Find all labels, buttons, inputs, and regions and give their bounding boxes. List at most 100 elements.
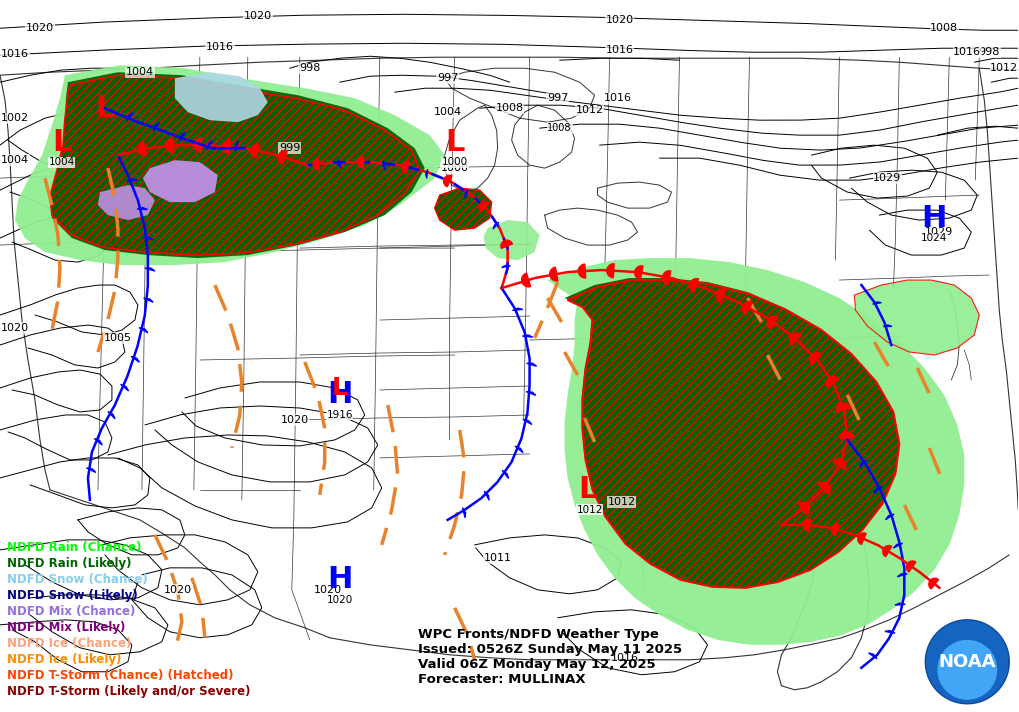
- Polygon shape: [126, 112, 133, 121]
- Polygon shape: [465, 189, 468, 198]
- Polygon shape: [15, 66, 444, 265]
- Polygon shape: [907, 561, 916, 572]
- Text: NOAA: NOAA: [938, 653, 996, 671]
- Polygon shape: [145, 268, 155, 271]
- Polygon shape: [837, 403, 850, 412]
- Text: 1016: 1016: [603, 93, 632, 103]
- Polygon shape: [742, 301, 753, 315]
- Text: 997: 997: [547, 93, 569, 103]
- Polygon shape: [502, 471, 508, 478]
- Polygon shape: [565, 278, 898, 586]
- Text: 1020: 1020: [244, 11, 272, 21]
- Polygon shape: [767, 316, 779, 328]
- Polygon shape: [810, 352, 822, 365]
- Polygon shape: [313, 158, 320, 170]
- Polygon shape: [515, 446, 523, 453]
- Polygon shape: [884, 631, 895, 633]
- Text: 998: 998: [978, 47, 1000, 57]
- Polygon shape: [716, 289, 727, 303]
- Text: H: H: [327, 565, 353, 595]
- Text: 1020: 1020: [280, 415, 309, 425]
- Text: NDFD Rain (Chance): NDFD Rain (Chance): [7, 541, 142, 555]
- Text: H: H: [327, 380, 353, 409]
- Polygon shape: [426, 169, 428, 178]
- Text: 1008: 1008: [930, 23, 959, 33]
- Polygon shape: [858, 533, 866, 545]
- Polygon shape: [882, 545, 892, 557]
- Text: L: L: [95, 94, 114, 122]
- Polygon shape: [87, 468, 96, 473]
- Text: 1020: 1020: [605, 15, 634, 25]
- Polygon shape: [894, 543, 903, 548]
- Text: NDFD Snow (Chance): NDFD Snow (Chance): [7, 573, 148, 587]
- Text: NDFD T-Storm (Chance) (Hatched): NDFD T-Storm (Chance) (Hatched): [7, 669, 233, 682]
- Text: NDFD Snow (Likely): NDFD Snow (Likely): [7, 590, 138, 602]
- Text: 1016: 1016: [610, 653, 639, 663]
- Polygon shape: [804, 519, 810, 531]
- Text: L: L: [52, 127, 71, 157]
- Text: NDFD Ice (Likely): NDFD Ice (Likely): [7, 654, 121, 666]
- Text: 1916: 1916: [326, 410, 353, 420]
- Polygon shape: [278, 150, 287, 164]
- Text: 1016: 1016: [605, 46, 634, 56]
- Text: NDFD Ice (Chance): NDFD Ice (Chance): [7, 637, 131, 650]
- Polygon shape: [818, 482, 830, 494]
- Polygon shape: [338, 159, 341, 168]
- Polygon shape: [799, 502, 809, 515]
- Polygon shape: [195, 138, 202, 152]
- Polygon shape: [523, 335, 533, 337]
- Text: 1020: 1020: [25, 23, 54, 33]
- Polygon shape: [484, 491, 489, 501]
- Polygon shape: [606, 263, 614, 278]
- Polygon shape: [435, 188, 491, 230]
- Polygon shape: [143, 237, 153, 240]
- Text: 1005: 1005: [104, 333, 131, 343]
- Text: 998: 998: [300, 63, 320, 73]
- Polygon shape: [484, 220, 540, 260]
- Text: 1024: 1024: [921, 233, 948, 243]
- Polygon shape: [690, 278, 698, 293]
- Polygon shape: [493, 222, 498, 229]
- Text: 1020: 1020: [1, 323, 30, 333]
- Text: 1004: 1004: [125, 67, 154, 77]
- Text: 1012: 1012: [607, 497, 636, 507]
- Text: L: L: [445, 127, 465, 157]
- Polygon shape: [832, 524, 839, 535]
- Text: 1004: 1004: [1, 155, 30, 165]
- Polygon shape: [479, 201, 489, 212]
- Polygon shape: [166, 139, 174, 152]
- Text: 1004: 1004: [434, 108, 462, 117]
- Polygon shape: [501, 266, 511, 268]
- Text: 1029: 1029: [873, 173, 902, 183]
- Polygon shape: [179, 132, 185, 140]
- Circle shape: [925, 620, 1009, 703]
- Text: NDFD Mix (Chance): NDFD Mix (Chance): [7, 605, 136, 618]
- Text: 1008: 1008: [547, 123, 572, 133]
- Polygon shape: [98, 185, 155, 220]
- Polygon shape: [139, 328, 148, 333]
- Polygon shape: [358, 156, 364, 168]
- Polygon shape: [207, 141, 213, 150]
- Polygon shape: [153, 122, 160, 131]
- Polygon shape: [127, 179, 138, 181]
- Text: 1000: 1000: [441, 157, 468, 167]
- Polygon shape: [95, 439, 102, 445]
- Polygon shape: [826, 377, 839, 387]
- Polygon shape: [523, 419, 532, 424]
- Polygon shape: [513, 308, 523, 310]
- Polygon shape: [790, 333, 802, 345]
- Polygon shape: [547, 258, 964, 645]
- Text: 1004: 1004: [49, 157, 75, 167]
- Polygon shape: [144, 298, 153, 302]
- Text: NDFD T-Storm (Likely and/or Severe): NDFD T-Storm (Likely and/or Severe): [7, 685, 251, 698]
- Text: 997: 997: [437, 73, 459, 83]
- Polygon shape: [139, 142, 147, 156]
- Text: 1020: 1020: [314, 585, 341, 595]
- Polygon shape: [131, 356, 140, 362]
- Polygon shape: [143, 160, 218, 202]
- Polygon shape: [579, 264, 586, 278]
- Polygon shape: [527, 363, 537, 366]
- Polygon shape: [501, 240, 513, 248]
- Polygon shape: [841, 431, 854, 439]
- Polygon shape: [383, 161, 385, 169]
